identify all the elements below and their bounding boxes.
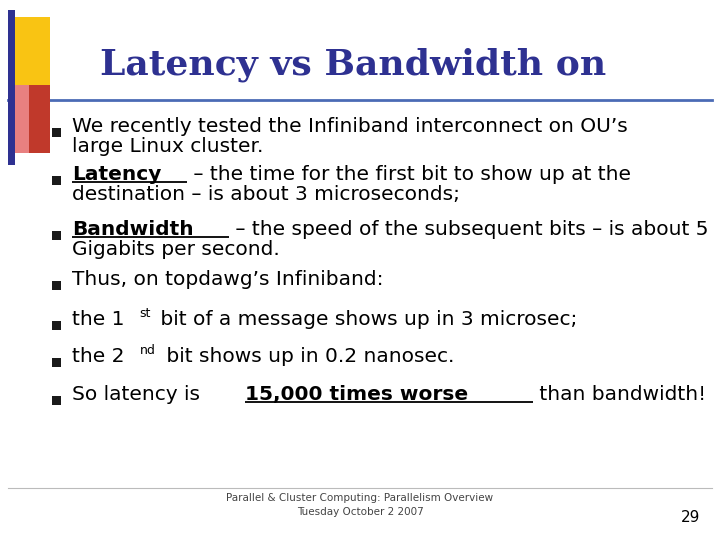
Text: So latency is: So latency is [72,385,207,404]
Text: than bandwidth!: than bandwidth! [534,385,706,404]
Text: Parallel & Cluster Computing: Parallelism Overview
Tuesday October 2 2007: Parallel & Cluster Computing: Parallelis… [226,493,494,517]
Bar [52,321,61,329]
Bar [52,231,61,240]
Text: the 2: the 2 [72,347,125,366]
Bar [52,280,61,289]
Text: Gigabits per second.: Gigabits per second. [72,240,280,259]
Text: 29: 29 [680,510,700,525]
Text: large Linux cluster.: large Linux cluster. [72,137,264,156]
Bar [52,176,61,185]
Text: Latency: Latency [72,165,161,184]
Text: Latency vs Bandwidth on: Latency vs Bandwidth on [100,48,619,82]
Bar [8,85,50,153]
Text: Thus, on topdawg’s Infiniband:: Thus, on topdawg’s Infiniband: [72,270,384,289]
Bar [8,85,29,153]
Text: Bandwidth: Bandwidth [72,220,194,239]
Text: bit of a message shows up in 3 microsec;: bit of a message shows up in 3 microsec; [154,310,577,329]
Text: 15,000 times worse: 15,000 times worse [246,385,469,404]
Text: We recently tested the Infiniband interconnect on OU’s: We recently tested the Infiniband interc… [72,117,628,136]
Text: st: st [140,307,151,320]
Text: nd: nd [140,344,156,357]
Text: – the speed of the subsequent bits – is about 5: – the speed of the subsequent bits – is … [229,220,708,239]
Bar [52,357,61,367]
Bar [52,395,61,404]
Text: destination – is about 3 microseconds;: destination – is about 3 microseconds; [72,185,460,204]
Bar [8,17,50,85]
Text: – the time for the first bit to show up at the: – the time for the first bit to show up … [187,165,631,184]
Bar [8,10,15,165]
Text: the 1: the 1 [72,310,125,329]
Bar [52,127,61,137]
Text: bit shows up in 0.2 nanosec.: bit shows up in 0.2 nanosec. [161,347,454,366]
